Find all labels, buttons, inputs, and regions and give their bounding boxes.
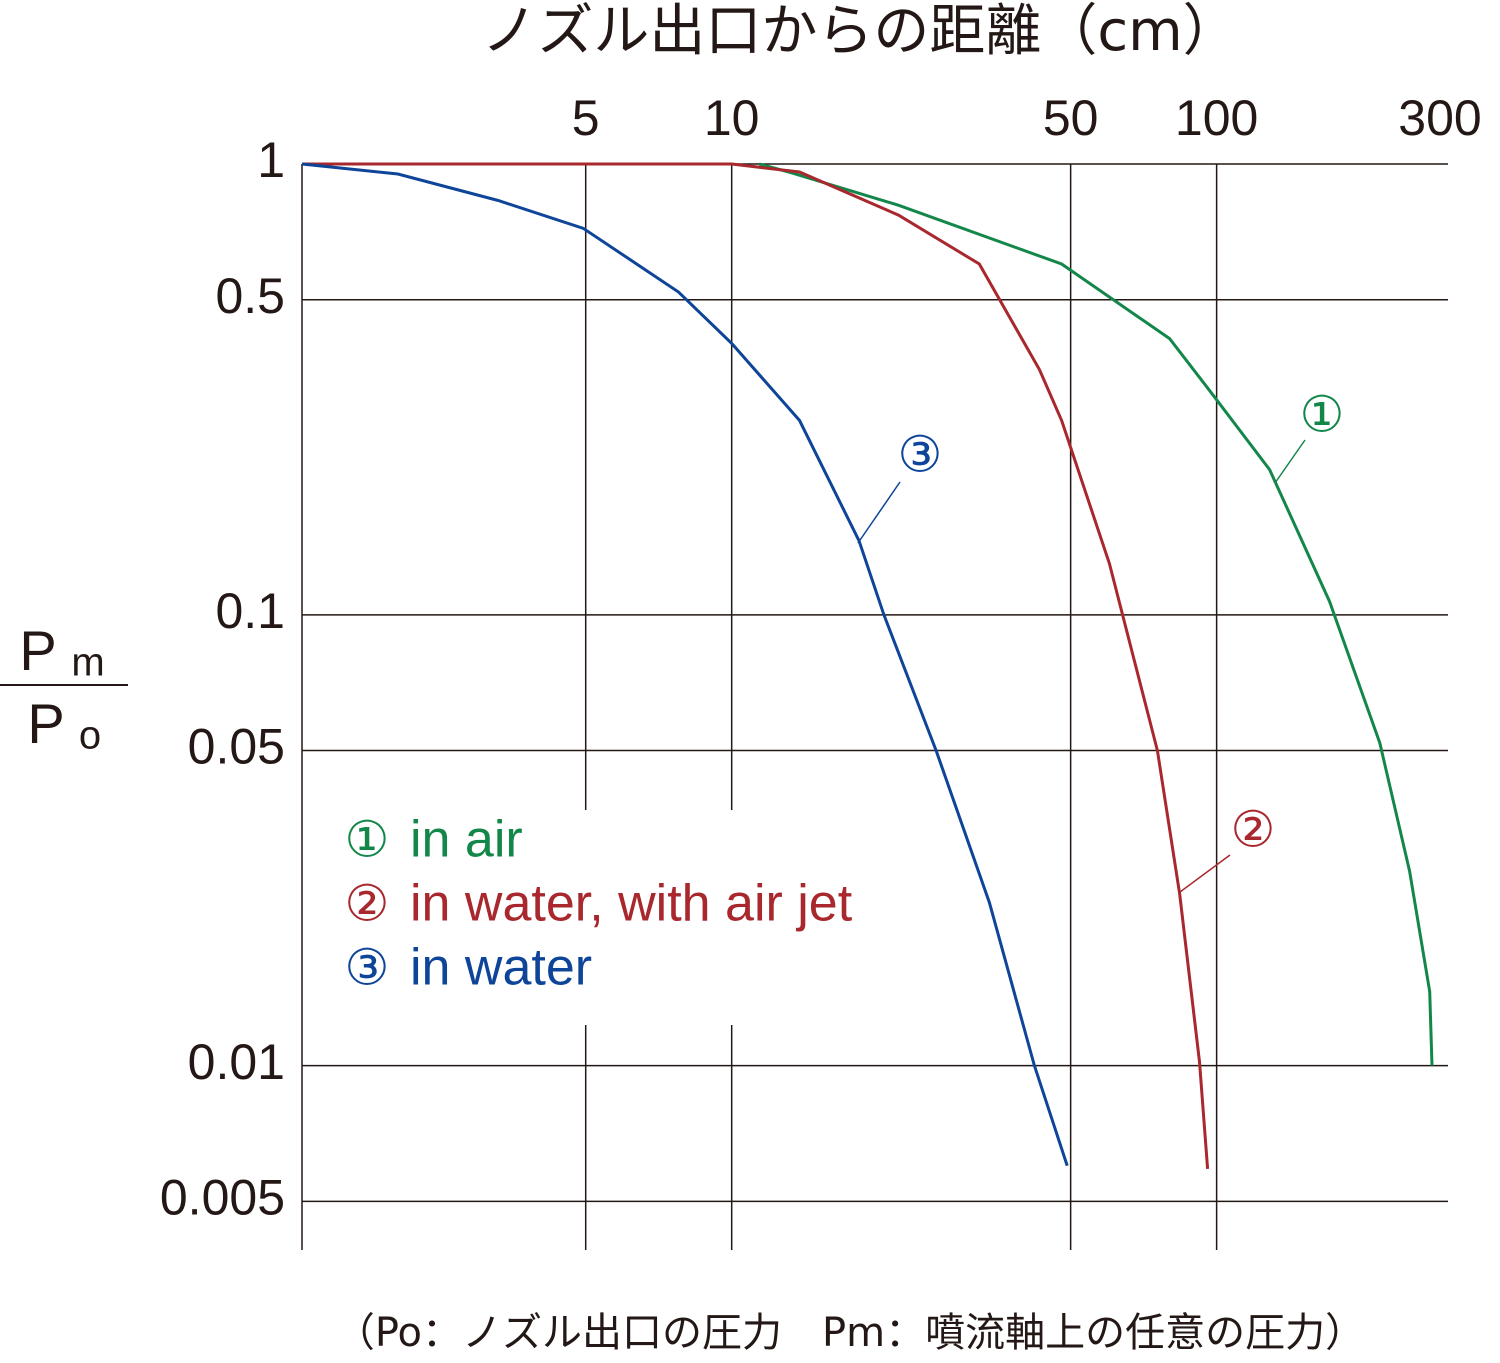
- y-label-sub: o: [79, 714, 101, 758]
- x-tick-label: 50: [1043, 90, 1099, 146]
- callout-line: [1274, 439, 1306, 484]
- y-tick-label: 0.005: [160, 1170, 285, 1226]
- line: [758, 162, 1434, 1066]
- legend-marker: ②: [345, 875, 390, 933]
- footnote: （Po：ノズル出口の圧力 Pm：噴流軸上の任意の圧力）: [335, 1310, 1365, 1356]
- y-label-main: P: [19, 619, 56, 682]
- line: [301, 162, 1069, 1167]
- x-tick-label: 100: [1175, 90, 1258, 146]
- y-tick-label: 0.1: [215, 583, 285, 639]
- x-tick-label: 300: [1398, 90, 1481, 146]
- callout-label: ②: [1231, 801, 1276, 859]
- legend-marker: ③: [345, 939, 390, 997]
- y-label-sub: m: [71, 641, 104, 685]
- callout-label: ①: [1300, 386, 1345, 444]
- line: [302, 162, 1210, 1170]
- legend-background: [330, 810, 965, 1025]
- callout-line: [1179, 854, 1231, 893]
- y-label-main: P: [27, 692, 64, 755]
- legend-label: in water: [410, 939, 592, 997]
- callout-line: [857, 481, 901, 544]
- legend-marker: ①: [345, 811, 390, 869]
- legend-label: in water, with air jet: [410, 875, 853, 933]
- x-tick-label: 5: [572, 90, 600, 146]
- y-tick-label: 0.05: [188, 719, 285, 775]
- x-tick-label: 10: [704, 90, 760, 146]
- y-tick-label: 0.01: [188, 1034, 285, 1090]
- legend-label: in air: [410, 811, 523, 869]
- chart-title: ノズル出口からの距離（cm）: [481, 0, 1238, 64]
- callout-label: ③: [898, 426, 943, 484]
- y-tick-label: 1: [257, 132, 285, 188]
- y-tick-label: 0.5: [215, 268, 285, 324]
